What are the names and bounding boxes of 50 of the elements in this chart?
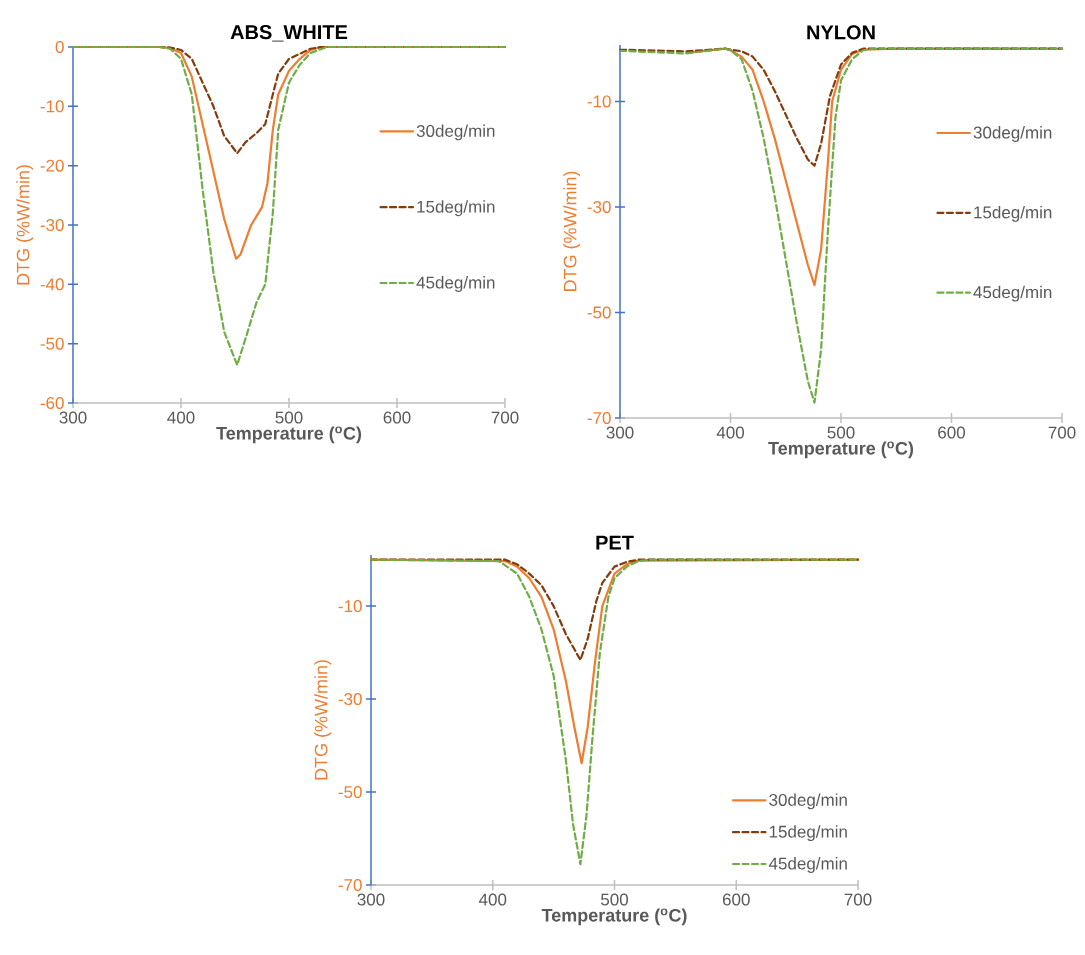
x-tick-label: 400 bbox=[716, 426, 745, 439]
y-tick-label: -70 bbox=[338, 878, 362, 892]
x-tick-label: 300 bbox=[59, 411, 87, 424]
y-axis-title: DTG (%W/min) bbox=[314, 660, 332, 780]
x-tick-label: 700 bbox=[491, 411, 519, 424]
x-tick-label: 500 bbox=[601, 893, 629, 906]
legend-label: 15deg/min bbox=[974, 205, 1052, 222]
legend-label: 30deg/min bbox=[973, 126, 1052, 142]
x-tick-label: 600 bbox=[722, 893, 750, 906]
y-axis-title: DTG (%W/min) bbox=[16, 165, 34, 285]
legend-label: 15deg/min bbox=[769, 825, 847, 842]
x-axis-title: Temperature ($^{o}$C) bbox=[216, 426, 362, 444]
y-tick-label: -60 bbox=[40, 396, 64, 410]
x-tick-label: 600 bbox=[938, 426, 966, 439]
x-tick-label: 500 bbox=[275, 411, 303, 424]
legend-label: 45deg/min bbox=[768, 857, 847, 873]
y-tick-label: -30 bbox=[40, 218, 64, 232]
line-series bbox=[71, 45, 507, 367]
x-tick-label: 600 bbox=[383, 411, 411, 424]
legend-label: 30deg/min bbox=[769, 793, 847, 810]
y-tick-label: -30 bbox=[587, 200, 611, 213]
x-tick-label: 700 bbox=[1048, 426, 1076, 439]
x-tick-label: 300 bbox=[357, 893, 385, 906]
x-axis-title: Temperature ($^{o}$C) bbox=[768, 441, 914, 459]
y-axis-title: DTG (%W/min) bbox=[563, 171, 581, 291]
y-tick-label: -50 bbox=[587, 306, 611, 319]
x-axis-title: Temperature ($^{o}$C) bbox=[541, 908, 687, 926]
y-tick-label: -10 bbox=[338, 600, 362, 613]
y-tick-label: -20 bbox=[40, 159, 64, 172]
y-tick-label: -70 bbox=[587, 411, 611, 425]
x-tick-label: 700 bbox=[844, 893, 872, 906]
chart-title: NYLON bbox=[807, 25, 875, 40]
y-tick-label: -50 bbox=[40, 337, 64, 350]
legend-label: 45deg/min bbox=[416, 276, 495, 292]
y-tick-label: -30 bbox=[338, 693, 362, 706]
y-tick-label: 0 bbox=[55, 40, 64, 54]
x-tick-label: 300 bbox=[606, 426, 634, 439]
legend-label: 45deg/min bbox=[973, 285, 1052, 302]
legend-label: 15deg/min bbox=[417, 200, 495, 217]
x-tick-label: 400 bbox=[478, 893, 507, 906]
y-tick-label: -50 bbox=[338, 786, 362, 799]
x-tick-label: 500 bbox=[827, 426, 855, 439]
line-series bbox=[618, 47, 1064, 404]
y-tick-label: -40 bbox=[40, 278, 64, 291]
chart-title: ABS_WHITE bbox=[230, 25, 348, 42]
legend-label: 30deg/min bbox=[416, 124, 495, 141]
chart-title: PET bbox=[596, 535, 634, 550]
y-tick-label: -10 bbox=[587, 95, 611, 108]
y-tick-label: -10 bbox=[40, 100, 64, 113]
x-tick-label: 400 bbox=[167, 411, 195, 424]
